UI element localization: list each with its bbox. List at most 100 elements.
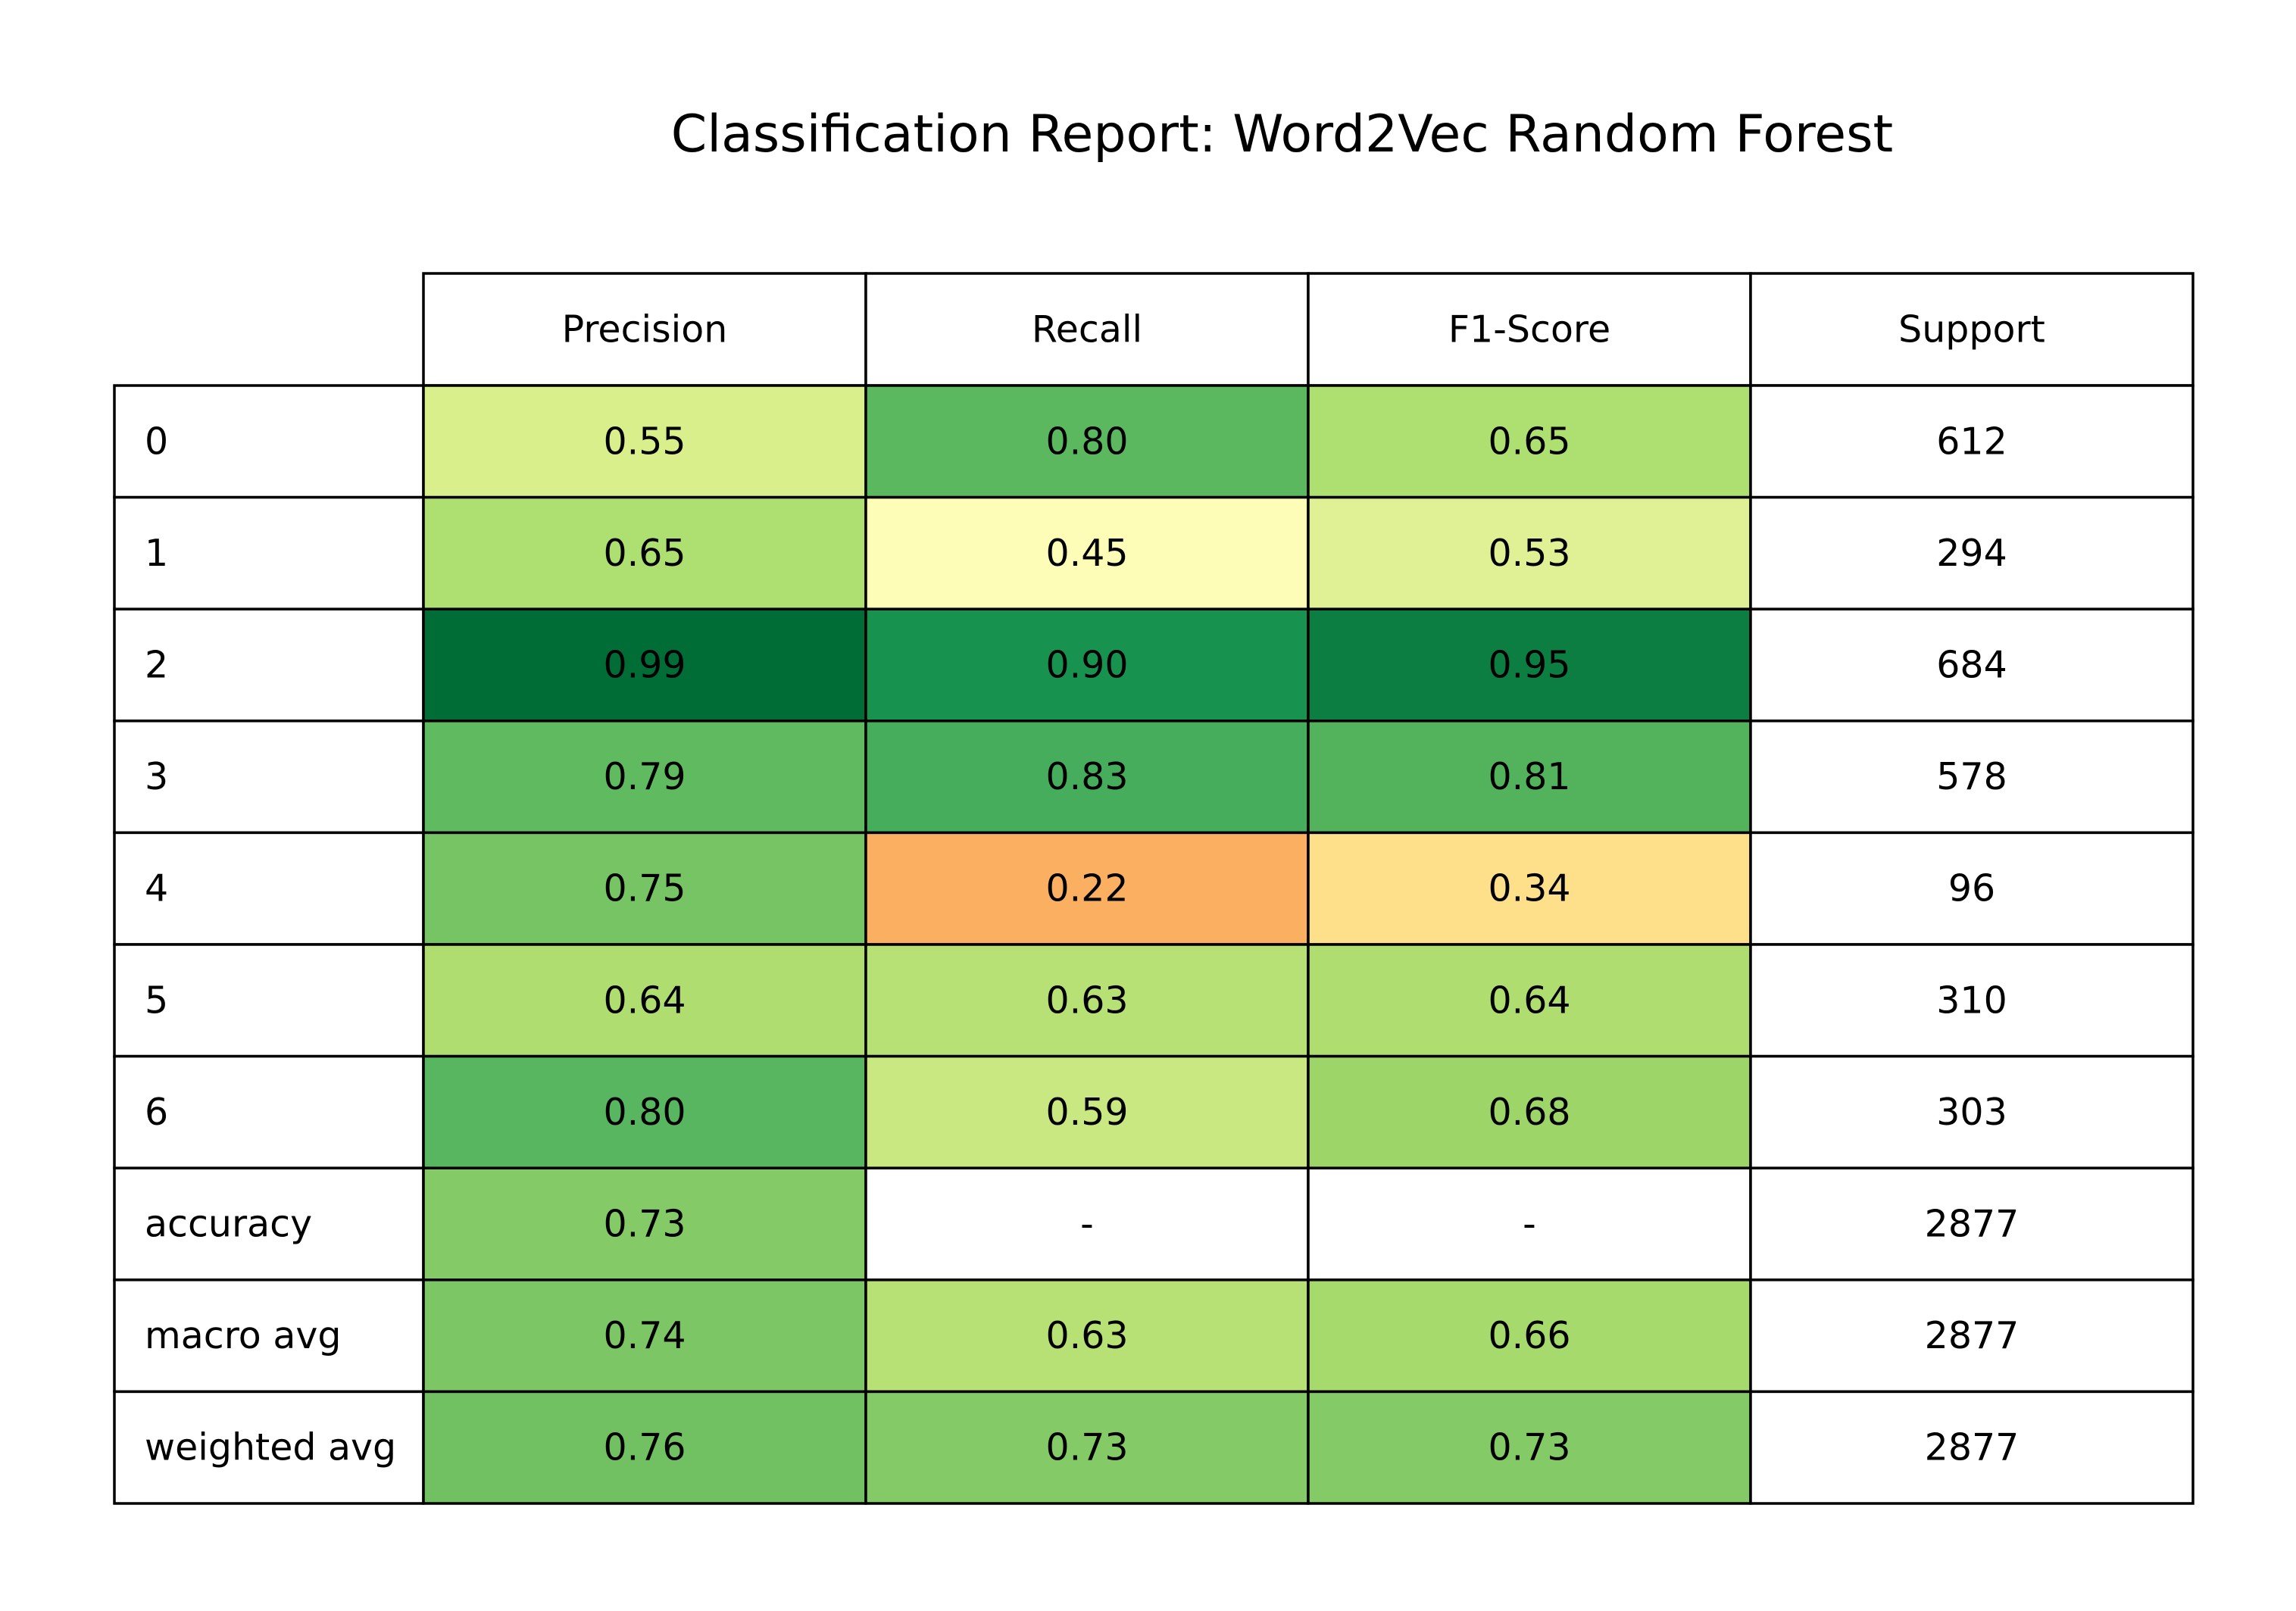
cell-5-support <box>1749 943 2194 1058</box>
value-0-f1-score: 0.65 <box>1488 420 1570 463</box>
cell-1-f1-score <box>1307 495 1752 610</box>
value-4-f1-score: 0.34 <box>1488 867 1570 910</box>
row-label-cell-6 <box>113 1054 425 1169</box>
value-5-support: 310 <box>1936 979 2007 1022</box>
cell-accuracy-precision <box>422 1166 867 1282</box>
value-6-recall: 0.59 <box>1045 1091 1128 1134</box>
cell-weighted-avg-f1-score <box>1307 1390 1752 1505</box>
row-label-cell-weighted-avg <box>113 1390 425 1505</box>
cell-weighted-avg-recall <box>864 1390 1310 1505</box>
cell-macro-avg-support <box>1749 1278 2194 1394</box>
row-label-3: 3 <box>145 755 168 798</box>
cell-2-precision <box>422 607 867 723</box>
cell-2-support <box>1749 607 2194 723</box>
value-accuracy-recall: - <box>1080 1203 1094 1246</box>
cell-3-f1-score <box>1307 720 1752 835</box>
row-label-accuracy: accuracy <box>145 1203 312 1246</box>
value-macro-avg-recall: 0.63 <box>1045 1314 1128 1357</box>
value-6-precision: 0.80 <box>603 1091 686 1134</box>
value-1-f1-score: 0.53 <box>1488 532 1570 575</box>
value-0-recall: 0.80 <box>1045 420 1128 463</box>
cell-0-support <box>1749 384 2194 499</box>
cell-0-recall <box>864 384 1310 499</box>
cell-6-support <box>1749 1054 2194 1169</box>
value-weighted-avg-support: 2877 <box>1925 1426 2020 1469</box>
cell-0-f1-score <box>1307 384 1752 499</box>
cell-macro-avg-precision <box>422 1278 867 1394</box>
cell-2-recall <box>864 607 1310 723</box>
value-0-support: 612 <box>1936 420 2007 463</box>
header-cell-precision <box>422 272 867 387</box>
cell-3-precision <box>422 720 867 835</box>
value-accuracy-precision: 0.73 <box>603 1203 686 1246</box>
row-label-cell-macro-avg <box>113 1278 425 1394</box>
cell-accuracy-f1-score <box>1307 1166 1752 1282</box>
row-label-weighted-avg: weighted avg <box>145 1426 396 1469</box>
cell-3-recall <box>864 720 1310 835</box>
cell-2-f1-score <box>1307 607 1752 723</box>
column-header-support: Support <box>1898 308 2045 351</box>
cell-1-support <box>1749 495 2194 610</box>
row-label-cell-5 <box>113 943 425 1058</box>
value-2-precision: 0.99 <box>603 644 686 687</box>
value-3-precision: 0.79 <box>603 755 686 798</box>
cell-accuracy-support <box>1749 1166 2194 1282</box>
value-weighted-avg-recall: 0.73 <box>1045 1426 1128 1469</box>
value-4-recall: 0.22 <box>1045 867 1128 910</box>
cell-weighted-avg-precision <box>422 1390 867 1505</box>
value-4-support: 96 <box>1948 867 1995 910</box>
cell-4-precision <box>422 831 867 946</box>
row-label-macro-avg: macro avg <box>145 1314 341 1357</box>
chart-title: Classification Report: Word2Vec Random F… <box>670 105 1894 164</box>
value-5-f1-score: 0.64 <box>1488 979 1570 1022</box>
value-3-support: 578 <box>1936 755 2007 798</box>
row-label-4: 4 <box>145 867 168 910</box>
value-5-precision: 0.64 <box>603 979 686 1022</box>
cell-1-recall <box>864 495 1310 610</box>
table-cells <box>113 272 2194 1505</box>
value-6-f1-score: 0.68 <box>1488 1091 1570 1134</box>
value-1-support: 294 <box>1936 532 2007 575</box>
row-label-cell-4 <box>113 831 425 946</box>
column-header-recall: Recall <box>1032 308 1142 351</box>
value-3-recall: 0.83 <box>1045 755 1128 798</box>
column-header-precision: Precision <box>562 308 728 351</box>
row-label-cell-1 <box>113 495 425 610</box>
value-3-f1-score: 0.81 <box>1488 755 1570 798</box>
cell-macro-avg-recall <box>864 1278 1310 1394</box>
cell-macro-avg-f1-score <box>1307 1278 1752 1394</box>
value-1-recall: 0.45 <box>1045 532 1128 575</box>
row-label-2: 2 <box>145 644 168 687</box>
cell-5-precision <box>422 943 867 1058</box>
cell-3-support <box>1749 720 2194 835</box>
header-cell-recall <box>864 272 1310 387</box>
value-2-support: 684 <box>1936 644 2007 687</box>
value-accuracy-f1-score: - <box>1523 1203 1536 1246</box>
header-cell-f1-score <box>1307 272 1752 387</box>
value-2-f1-score: 0.95 <box>1488 644 1570 687</box>
table-text: Precision Recall F1-Score Support 0 0.55 0.80 0… <box>145 308 2045 1469</box>
row-label-6: 6 <box>145 1091 168 1134</box>
value-6-support: 303 <box>1936 1091 2007 1134</box>
value-4-precision: 0.75 <box>603 867 686 910</box>
value-5-recall: 0.63 <box>1045 979 1128 1022</box>
column-header-f1-score: F1-Score <box>1448 308 1610 351</box>
row-label-5: 5 <box>145 979 168 1022</box>
cell-weighted-avg-support <box>1749 1390 2194 1505</box>
value-weighted-avg-precision: 0.76 <box>603 1426 686 1469</box>
value-weighted-avg-f1-score: 0.73 <box>1488 1426 1570 1469</box>
cell-6-f1-score <box>1307 1054 1752 1169</box>
cell-6-precision <box>422 1054 867 1169</box>
value-2-recall: 0.90 <box>1045 644 1128 687</box>
row-label-0: 0 <box>145 420 168 463</box>
value-1-precision: 0.65 <box>603 532 686 575</box>
row-label-1: 1 <box>145 532 168 575</box>
row-label-cell-3 <box>113 720 425 835</box>
cell-4-support <box>1749 831 2194 946</box>
value-accuracy-support: 2877 <box>1925 1203 2020 1246</box>
value-0-precision: 0.55 <box>603 420 686 463</box>
value-macro-avg-precision: 0.74 <box>603 1314 686 1357</box>
value-macro-avg-support: 2877 <box>1925 1314 2020 1357</box>
row-label-cell-2 <box>113 607 425 723</box>
